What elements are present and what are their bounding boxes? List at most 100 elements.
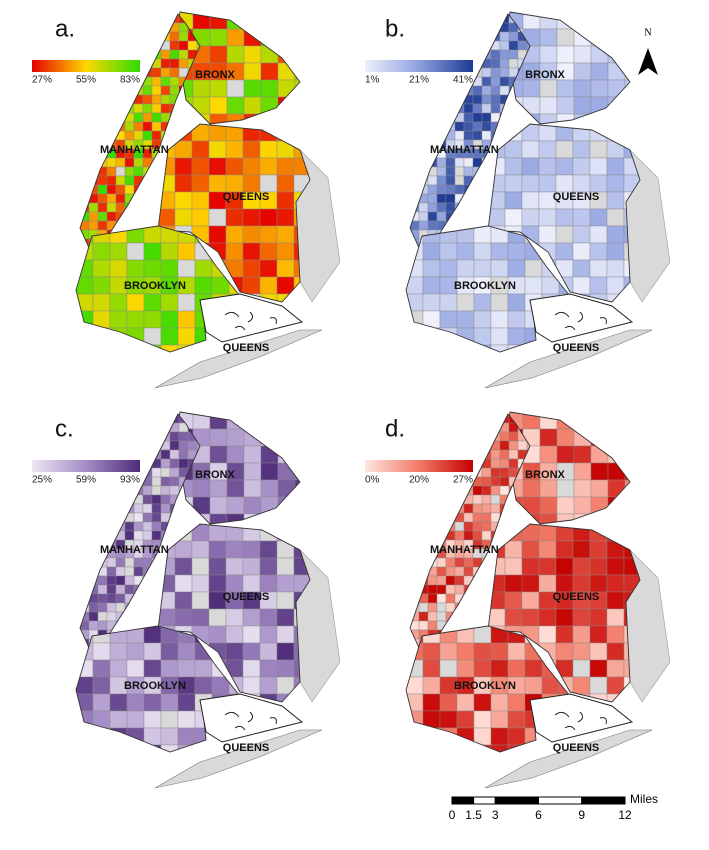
tract	[410, 166, 420, 177]
tract	[160, 310, 179, 329]
tract	[555, 259, 574, 278]
tract	[259, 293, 278, 302]
tract	[539, 12, 558, 30]
tract	[133, 211, 144, 222]
tract	[169, 467, 180, 478]
tract	[177, 710, 196, 729]
tract	[418, 49, 429, 60]
tract	[418, 14, 429, 24]
tract	[276, 659, 295, 678]
tract	[192, 496, 211, 515]
tract	[418, 40, 429, 51]
tract	[194, 659, 213, 678]
tract	[508, 112, 519, 123]
tract	[178, 49, 189, 60]
tract	[572, 676, 591, 695]
tract	[624, 45, 630, 64]
tract	[572, 208, 591, 227]
tract	[169, 58, 180, 69]
tract	[242, 540, 261, 559]
tract	[410, 49, 420, 60]
tract	[490, 85, 501, 96]
tract	[539, 428, 558, 447]
tract	[106, 414, 117, 424]
tract	[445, 166, 456, 177]
tract	[427, 440, 438, 451]
tract	[472, 103, 483, 114]
tract	[418, 602, 429, 613]
jamaica-bay	[199, 693, 304, 743]
tract	[508, 31, 519, 42]
tract	[260, 496, 279, 515]
tract	[242, 242, 261, 261]
tract	[178, 31, 189, 42]
tract	[97, 193, 108, 204]
tract	[243, 45, 262, 64]
tract	[607, 445, 626, 464]
borough-label: QUEENS	[553, 591, 599, 603]
tract	[92, 727, 111, 746]
tract	[293, 524, 310, 542]
tract	[589, 276, 608, 295]
tract	[169, 40, 180, 51]
tract	[521, 124, 540, 142]
tract	[436, 449, 447, 460]
tract	[481, 76, 492, 87]
tract	[208, 540, 227, 559]
tract	[80, 85, 90, 96]
tract	[124, 40, 135, 51]
tract	[260, 412, 279, 430]
tract	[445, 449, 456, 460]
tract	[406, 642, 424, 661]
tract	[160, 103, 171, 114]
tract	[538, 625, 557, 644]
tract	[463, 602, 474, 613]
tract	[427, 611, 438, 622]
tract	[76, 310, 94, 329]
tract	[556, 428, 575, 447]
tract	[436, 521, 447, 532]
tract	[463, 14, 474, 24]
tract	[88, 431, 99, 442]
tract	[427, 22, 438, 33]
tract	[109, 293, 128, 312]
tract	[133, 593, 144, 604]
tract	[176, 96, 194, 115]
tract	[176, 496, 194, 515]
tract	[445, 85, 456, 96]
tract	[294, 12, 300, 30]
tract	[539, 445, 558, 464]
tract	[490, 503, 501, 514]
tract	[225, 659, 244, 678]
bay-islands	[554, 311, 607, 331]
tract	[507, 659, 526, 678]
tract	[472, 494, 483, 505]
tract	[142, 40, 153, 51]
tract	[80, 449, 90, 460]
tract	[142, 130, 153, 141]
tract	[151, 103, 162, 114]
tract	[427, 449, 438, 460]
tract	[76, 327, 94, 346]
tract	[589, 540, 608, 559]
tract	[410, 238, 420, 249]
tract	[208, 557, 227, 576]
tract	[436, 31, 447, 42]
tract	[504, 591, 523, 610]
tract	[80, 512, 90, 523]
tract	[142, 22, 153, 33]
tract	[539, 479, 558, 498]
tract	[507, 293, 526, 312]
tract	[242, 608, 261, 627]
tract	[88, 22, 99, 33]
tract	[88, 449, 99, 460]
tract	[226, 445, 245, 464]
tract	[410, 530, 420, 541]
tract	[481, 193, 492, 204]
tract	[439, 744, 458, 752]
tract	[276, 557, 295, 576]
tract	[126, 642, 145, 661]
tract	[225, 625, 244, 644]
tract	[481, 31, 492, 42]
tract	[259, 259, 278, 278]
